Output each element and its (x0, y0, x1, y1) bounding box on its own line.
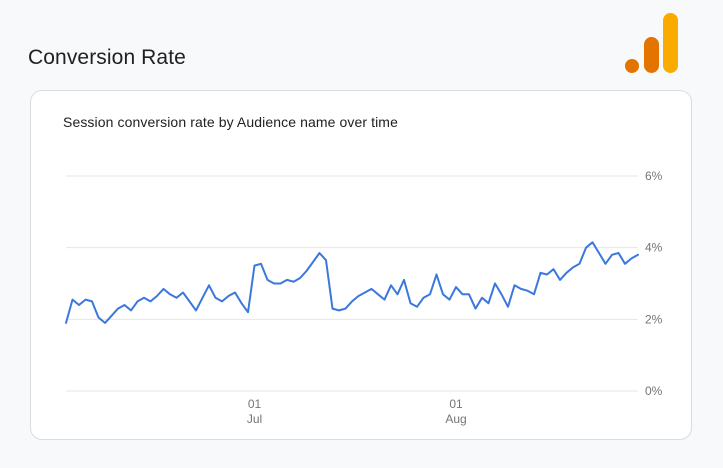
logo-dot (625, 59, 639, 73)
conversion-rate-series-line[interactable] (65, 241, 639, 324)
logo-mid-bar (644, 37, 659, 73)
page-title: Conversion Rate (28, 46, 186, 69)
y-axis-label-2%: 2% (645, 312, 663, 326)
chart-title: Session conversion rate by Audience name… (63, 114, 398, 130)
y-axis-label-6%: 6% (645, 169, 663, 183)
conversion-rate-card: Session conversion rate by Audience name… (30, 90, 692, 440)
x-axis-label-month: Aug (445, 412, 466, 426)
x-axis-label-day: 01 (449, 397, 463, 411)
x-axis-label-day: 01 (248, 397, 262, 411)
x-axis-label-month: Jul (247, 412, 262, 426)
y-axis-label-0%: 0% (645, 384, 663, 398)
google-analytics-logo-icon (624, 13, 678, 73)
logo-tall-bar (663, 13, 678, 73)
y-axis-label-4%: 4% (645, 241, 663, 255)
